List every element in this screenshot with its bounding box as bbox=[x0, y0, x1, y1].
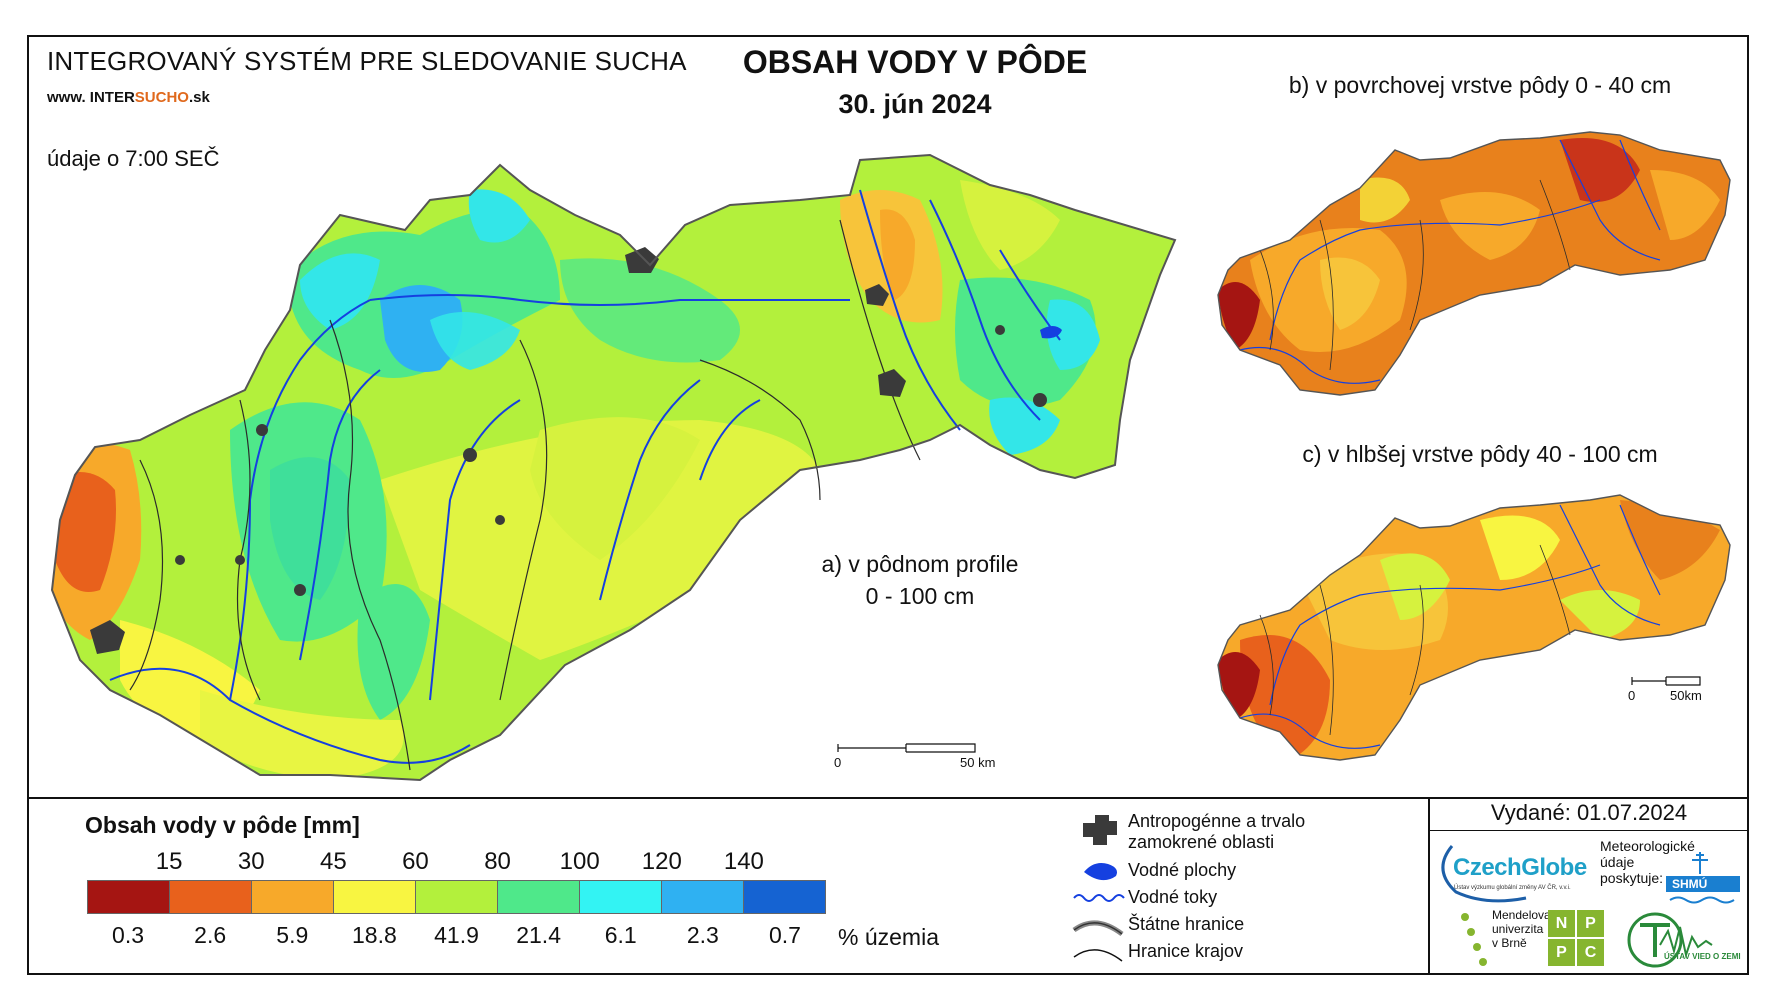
legend-swatch-8 bbox=[662, 881, 744, 913]
czechglobe-name: CzechGlobe bbox=[1453, 854, 1587, 881]
main-map-state-border bbox=[50, 153, 1177, 782]
data-time: údaje o 7:00 SEČ bbox=[47, 146, 220, 171]
shmu-logo-icon bbox=[1666, 852, 1740, 904]
legend-swatch-3 bbox=[252, 881, 334, 913]
surface-layer-rivers bbox=[1239, 139, 1661, 384]
deep-layer-rivers bbox=[1239, 504, 1661, 749]
meteo-line1: Meteorologické bbox=[1600, 838, 1695, 854]
legend-title: Obsah vody v pôde [mm] bbox=[85, 812, 360, 838]
legend-threshold-140: 140 bbox=[723, 848, 764, 875]
npc-p2: P bbox=[1548, 939, 1575, 966]
legend-color-bar bbox=[87, 880, 826, 914]
legend-threshold-15: 15 bbox=[155, 848, 183, 875]
key-state-border: Štátne hranice bbox=[1128, 914, 1245, 934]
main-scale-end: 50 km bbox=[960, 755, 996, 770]
legend-divider bbox=[27, 797, 1749, 799]
legend-swatch-9 bbox=[744, 881, 825, 913]
uvz-text: ÚSTAV VIED O ZEMI bbox=[1664, 952, 1741, 961]
small-scale-bar bbox=[1631, 676, 1701, 686]
main-scale-zero: 0 bbox=[834, 755, 842, 770]
legend-percent-5: 41.9 bbox=[434, 922, 479, 948]
page-title: OBSAH VODY V PÔDE bbox=[742, 44, 1088, 80]
legend-swatch-7 bbox=[580, 881, 662, 913]
stream-icon bbox=[1073, 894, 1125, 902]
small-scale-zero: 0 bbox=[1628, 688, 1636, 703]
legend-percent-4: 18.8 bbox=[351, 922, 397, 948]
legend-swatch-6 bbox=[498, 881, 580, 913]
mendel-logo-icon bbox=[1461, 913, 1487, 966]
legend-swatch-4 bbox=[334, 881, 416, 913]
water-body-icon bbox=[1084, 863, 1117, 881]
main-scale-bar bbox=[837, 743, 976, 753]
website-accent: SUCHO bbox=[134, 89, 189, 106]
npc-c: C bbox=[1577, 939, 1604, 966]
npc-p1: P bbox=[1577, 910, 1604, 937]
issued-date: Vydané: 01.07.2024 bbox=[1490, 800, 1688, 825]
website-link[interactable]: www. INTERSUCHO.sk bbox=[47, 89, 210, 106]
panel-c-label: c) v hlbšej vrstve pôdy 40 - 100 cm bbox=[1302, 441, 1658, 467]
key-water-bodies: Vodné plochy bbox=[1128, 860, 1237, 880]
meteo-provider: Meteorologické údaje poskytuje: bbox=[1600, 838, 1695, 886]
legend-percent-2: 2.6 bbox=[194, 922, 227, 948]
legend-swatch-2 bbox=[170, 881, 252, 913]
website-suffix: .sk bbox=[188, 89, 210, 106]
main-map-urban-areas bbox=[90, 247, 1047, 654]
legend-threshold-30: 30 bbox=[237, 848, 265, 875]
legend-percent-9: 0.7 bbox=[768, 922, 801, 948]
deep-layer-regions bbox=[1259, 544, 1571, 736]
deep-layer-border bbox=[1217, 494, 1731, 761]
mendel-line2: univerzita bbox=[1492, 922, 1544, 936]
czechglobe-logo-icon bbox=[1441, 845, 1527, 903]
key-anthropogenic: Antropogénne a trvalo zamokrené oblasti bbox=[1128, 811, 1305, 853]
anthropogenic-icon bbox=[1083, 815, 1117, 845]
system-name: INTEGROVANÝ SYSTÉM PRE SLEDOVANIE SUCHA bbox=[47, 46, 687, 76]
legend-threshold-45: 45 bbox=[319, 848, 347, 875]
small-scale-end: 50km bbox=[1670, 688, 1702, 703]
panel-a-line1: a) v pôdnom profile bbox=[821, 551, 1019, 577]
legend-swatch-1 bbox=[88, 881, 170, 913]
key-streams: Vodné toky bbox=[1128, 887, 1218, 907]
legend-threshold-60: 60 bbox=[402, 848, 429, 875]
legend-percent-3: 5.9 bbox=[276, 922, 309, 948]
czechglobe-subtitle: Ústav výzkumu globální změny AV ČR, v.v.… bbox=[1454, 885, 1571, 891]
page-date: 30. jún 2024 bbox=[838, 89, 992, 119]
uvz-logo-icon bbox=[1627, 912, 1713, 968]
panel-a-line2: 0 - 100 cm bbox=[865, 583, 975, 609]
key-region-border: Hranice krajov bbox=[1128, 941, 1244, 961]
main-map-rivers bbox=[109, 189, 1061, 764]
percent-unit: % územia bbox=[838, 924, 939, 950]
legend-percent-7: 6.1 bbox=[604, 922, 637, 948]
npc-n: N bbox=[1548, 910, 1575, 937]
footer-divider bbox=[1428, 797, 1430, 975]
legend-threshold-100: 100 bbox=[559, 848, 600, 875]
surface-layer-regions bbox=[1259, 179, 1571, 371]
mendel-text: Mendelova univerzita v Brně bbox=[1492, 908, 1551, 950]
npc-logo: N P P C bbox=[1548, 910, 1604, 966]
shmu-text: SHMÚ bbox=[1672, 877, 1708, 891]
legend-percent-8: 2.3 bbox=[686, 922, 719, 948]
issued-divider bbox=[1428, 830, 1749, 831]
legend-percent-6: 21.4 bbox=[516, 922, 561, 948]
surface-layer-border bbox=[1217, 131, 1731, 396]
legend-swatch-5 bbox=[416, 881, 498, 913]
figure-frame bbox=[27, 35, 1749, 975]
key-symbols bbox=[1072, 815, 1125, 962]
main-map-region-borders bbox=[129, 219, 921, 771]
legend-threshold-120: 120 bbox=[641, 848, 682, 875]
meteo-line2: údaje bbox=[1600, 854, 1635, 870]
panel-a-label: a) v pôdnom profile 0 - 100 cm bbox=[780, 548, 1060, 612]
mendel-line1: Mendelova bbox=[1492, 908, 1551, 922]
legend-threshold-80: 80 bbox=[484, 848, 511, 875]
key-anthropogenic-line1: Antropogénne a trvalo bbox=[1128, 811, 1306, 831]
key-anthropogenic-line2: zamokrené oblasti bbox=[1128, 832, 1275, 852]
mendel-line3: v Brně bbox=[1492, 936, 1527, 950]
panel-b-label: b) v povrchovej vrstve pôdy 0 - 40 cm bbox=[1288, 72, 1672, 98]
meteo-line3: poskytuje: bbox=[1600, 870, 1664, 886]
legend-percent-1: 0.3 bbox=[112, 922, 145, 948]
region-border-icon bbox=[1073, 949, 1123, 962]
website-prefix: www. INTER bbox=[47, 89, 135, 106]
